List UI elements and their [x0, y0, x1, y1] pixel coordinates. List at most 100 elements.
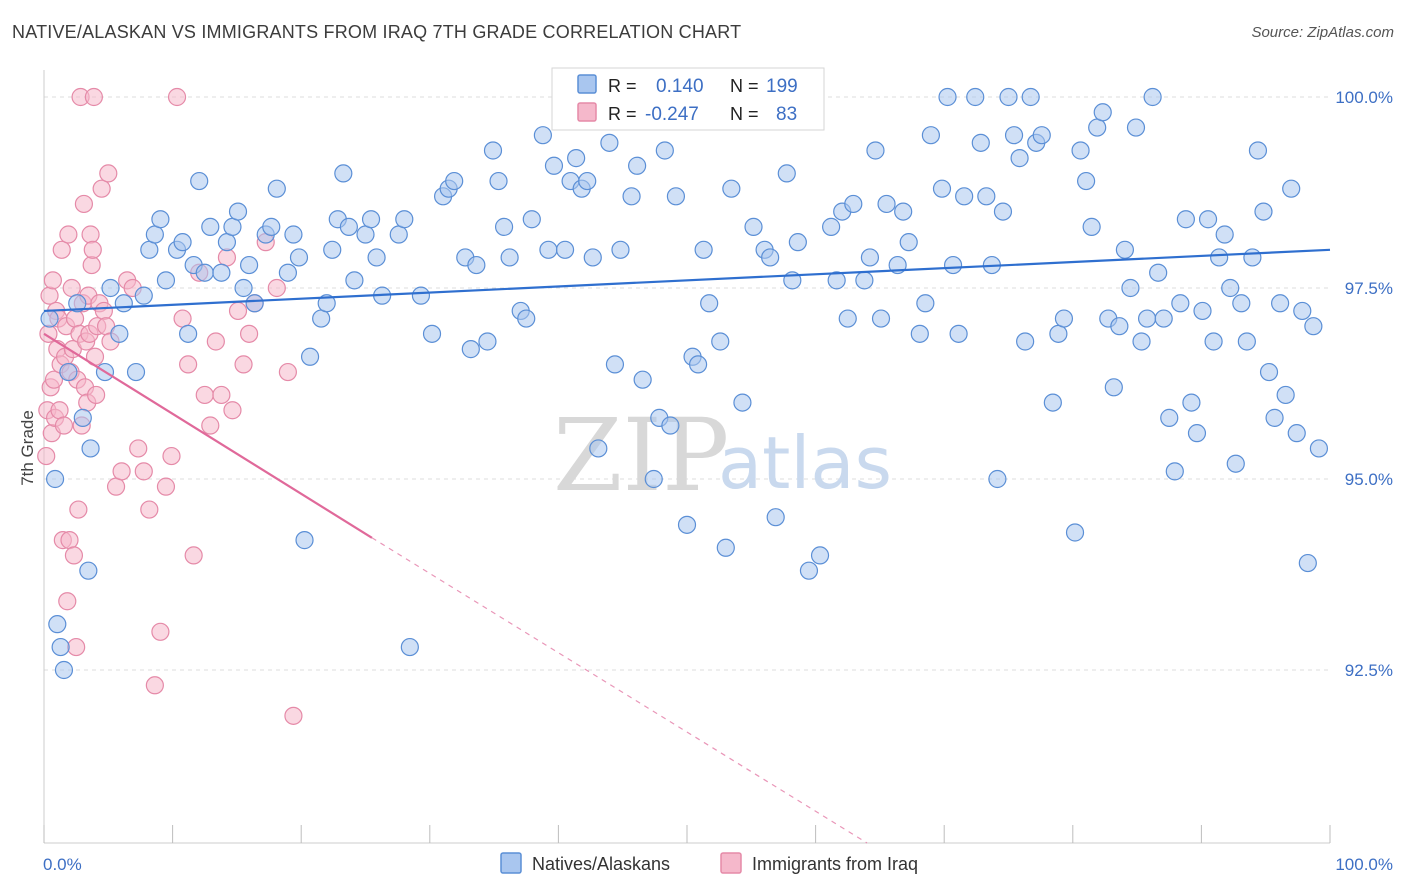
natives-point-173 [1204, 332, 1223, 351]
natives-point-160 [1132, 332, 1151, 351]
iraq-point-62 [156, 477, 176, 496]
natives-point-26 [201, 217, 220, 236]
natives-point-13 [114, 294, 133, 313]
natives-point-37 [278, 263, 297, 282]
natives-point-11 [101, 278, 120, 298]
natives-point-93 [677, 515, 697, 534]
iraq-point-71 [206, 332, 225, 351]
natives-point-187 [1282, 179, 1301, 198]
iraq-point-14 [52, 240, 71, 259]
natives-point-65 [483, 141, 503, 160]
iraq-point-67 [184, 546, 203, 565]
natives-point-18 [151, 210, 170, 229]
stats-n-value-pink: 83 [776, 104, 797, 125]
natives-point-19 [156, 271, 176, 290]
natives-point-70 [517, 309, 536, 328]
iraq-point-59 [140, 500, 159, 519]
natives-point-175 [1215, 225, 1234, 244]
iraq-point-70 [201, 416, 220, 435]
stats-r-value-pink: -0.247 [645, 104, 699, 125]
natives-point-119 [871, 309, 891, 328]
natives-point-24 [190, 171, 209, 191]
natives-point-29 [223, 217, 242, 236]
iraq-point-81 [278, 362, 297, 382]
natives-point-111 [822, 217, 841, 236]
iraq-point-16 [54, 416, 74, 435]
x-tick-label-0: 0.0% [43, 855, 82, 874]
natives-point-53 [389, 225, 408, 244]
natives-point-116 [855, 271, 874, 290]
iraq-point-7 [44, 370, 64, 389]
natives-point-67 [494, 217, 514, 236]
iraq-point-23 [62, 278, 81, 298]
blue-series-points [40, 87, 1329, 680]
natives-point-130 [949, 324, 968, 343]
iraq-point-60 [145, 676, 164, 695]
natives-point-139 [1004, 126, 1024, 145]
natives-point-188 [1287, 424, 1306, 443]
watermark: ZIP atlas [553, 397, 892, 514]
natives-point-31 [234, 278, 253, 298]
natives-point-142 [1021, 87, 1040, 107]
iraq-point-54 [112, 462, 131, 481]
natives-point-131 [955, 187, 974, 206]
natives-point-138 [999, 87, 1018, 107]
natives-point-178 [1232, 294, 1251, 313]
iraq-point-73 [217, 248, 237, 267]
natives-point-127 [932, 179, 952, 198]
natives-point-182 [1254, 202, 1273, 221]
natives-point-192 [1309, 439, 1329, 458]
natives-point-106 [777, 164, 796, 183]
natives-point-21 [173, 233, 192, 252]
iraq-point-48 [92, 179, 111, 198]
iraq-point-69 [195, 385, 214, 405]
natives-point-51 [367, 248, 386, 267]
natives-point-32 [239, 255, 259, 275]
chart-source: Source: ZipAtlas.com [1251, 24, 1394, 41]
iraq-point-65 [173, 309, 192, 328]
natives-point-73 [539, 240, 558, 259]
natives-point-91 [661, 416, 680, 435]
natives-point-7 [73, 408, 92, 427]
iraq-point-82 [284, 706, 303, 725]
iraq-point-0 [37, 446, 56, 466]
natives-point-166 [1165, 462, 1184, 481]
iraq-point-12 [50, 401, 69, 420]
natives-point-84 [611, 240, 630, 259]
natives-point-28 [217, 233, 237, 252]
iraq-point-53 [106, 477, 126, 496]
natives-point-42 [312, 309, 331, 328]
natives-point-14 [126, 362, 146, 382]
natives-point-60 [445, 171, 464, 191]
natives-point-62 [461, 340, 480, 359]
natives-point-174 [1210, 248, 1229, 267]
iraq-point-34 [74, 194, 94, 214]
natives-point-8 [79, 561, 98, 580]
iraq-point-49 [94, 301, 113, 321]
natives-point-129 [943, 255, 963, 275]
natives-point-30 [228, 202, 248, 221]
natives-point-137 [993, 202, 1013, 221]
iraq-point-25 [64, 546, 84, 565]
natives-point-43 [317, 294, 336, 313]
natives-point-36 [267, 179, 286, 198]
natives-point-55 [400, 637, 419, 657]
natives-point-102 [744, 217, 763, 236]
natives-point-167 [1171, 294, 1190, 313]
iraq-point-66 [179, 355, 198, 374]
natives-point-82 [600, 133, 619, 152]
natives-point-114 [838, 309, 857, 328]
iraq-point-75 [228, 301, 248, 321]
iraq-trend-line [43, 332, 373, 539]
iraq-point-29 [69, 500, 88, 519]
natives-point-46 [334, 164, 353, 183]
natives-point-136 [988, 469, 1007, 489]
iraq-point-61 [151, 622, 170, 641]
natives-point-1 [45, 469, 65, 489]
y-tick-label-1: 95.0% [1345, 470, 1393, 489]
natives-point-4 [54, 660, 74, 680]
iraq-point-21 [60, 531, 79, 550]
natives-point-126 [921, 126, 940, 145]
iraq-point-45 [87, 385, 106, 405]
natives-point-27 [212, 263, 231, 282]
